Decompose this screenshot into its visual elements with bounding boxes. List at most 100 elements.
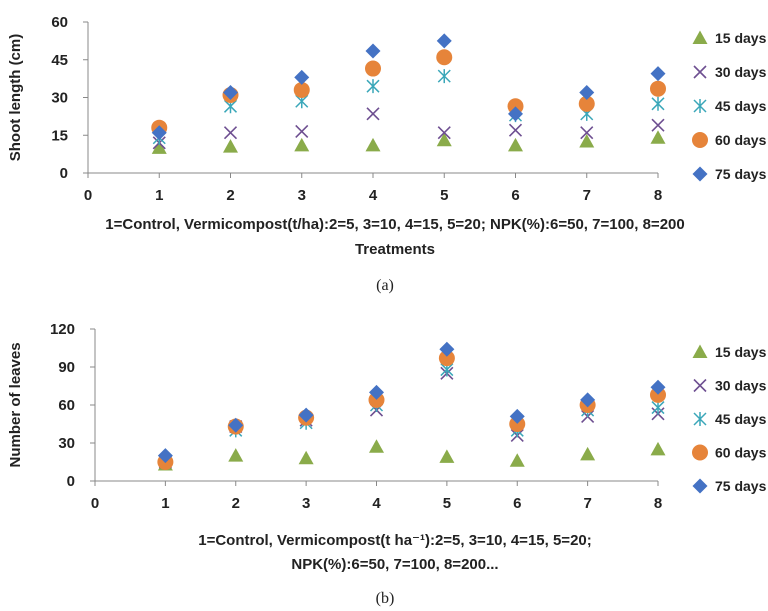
chart-b-number-of-leaves: 0 30 60 90 120 0 1 2 3 4 5 6 7 8 Number of leaves 1=Con… <box>7 321 767 607</box>
data-point-15-days <box>650 130 666 144</box>
data-point-15-days <box>294 137 310 152</box>
legend-marker-60-days <box>692 132 708 148</box>
data-point-75-days <box>650 66 666 82</box>
legend-label: 45 days <box>715 98 767 114</box>
legend-marker-15-days <box>692 30 708 44</box>
x-tick-label: 3 <box>298 187 306 204</box>
y-tick-label: 0 <box>60 165 68 182</box>
figure-caption: (a) <box>376 277 394 294</box>
data-point-15-days <box>439 449 455 463</box>
x-axis-label: 1=Control, Vermicompost(t ha⁻¹):2=5, 3=1… <box>198 532 592 549</box>
data-point-60-days <box>365 60 381 77</box>
data-point-75-days <box>369 384 384 400</box>
data-point-60-days <box>368 391 385 408</box>
data-point-60-days <box>578 95 595 112</box>
x-tick-label: 6 <box>511 187 519 204</box>
data-point-75-days <box>580 392 596 408</box>
x-tick-label: 7 <box>583 495 591 512</box>
figure-caption: (b) <box>376 590 395 607</box>
y-axis-label: Number of leaves <box>7 342 24 467</box>
legend-marker-75-days <box>692 478 708 494</box>
legend-marker-45-days <box>693 99 707 113</box>
x-tick-label: 8 <box>654 187 662 204</box>
legend-label: 60 days <box>715 445 767 461</box>
data-point-75-days <box>157 448 173 464</box>
x-tick-label: 0 <box>91 495 99 512</box>
y-axis-label: Shoot length (cm) <box>7 34 24 162</box>
data-point-75-days <box>294 69 310 85</box>
data-point-30-days <box>580 126 594 140</box>
data-point-15-days <box>436 132 452 147</box>
data-point-75-days <box>439 341 455 357</box>
data-point-30-days <box>295 124 309 139</box>
legend-label: 60 days <box>715 132 767 148</box>
data-point-45-days <box>651 96 665 111</box>
data-point-75-days <box>298 407 314 423</box>
data-point-30-days <box>651 118 665 132</box>
data-point-15-days <box>223 139 238 153</box>
data-point-75-days <box>436 33 452 49</box>
data-point-30-days <box>437 126 451 140</box>
x-tick-label: 2 <box>226 187 234 204</box>
legend-marker-15-days <box>692 344 708 358</box>
y-tick-label: 60 <box>51 14 68 31</box>
legend-label: 75 days <box>715 166 767 182</box>
x-tick-label: 3 <box>302 495 310 512</box>
y-tick-label: 120 <box>50 321 75 338</box>
y-tick-label: 15 <box>51 127 68 144</box>
legend-marker-45-days <box>693 412 707 426</box>
legend-label: 15 days <box>715 344 767 360</box>
data-point-15-days <box>508 137 523 152</box>
x-tick-label: 0 <box>84 187 92 204</box>
data-point-45-days <box>366 79 380 94</box>
x-axis-label-line-2: NPK(%):6=50, 7=100, 8=200... <box>291 556 498 573</box>
legend-label: 30 days <box>715 378 767 394</box>
data-point-15-days <box>151 140 167 154</box>
y-tick-label: 30 <box>51 90 68 107</box>
legend-marker-30-days <box>693 378 707 393</box>
y-tick-label: 30 <box>58 435 75 452</box>
data-point-30-days <box>508 123 523 137</box>
data-point-75-days <box>151 125 167 141</box>
legend-marker-60-days <box>692 444 708 461</box>
data-point-45-days <box>437 69 451 84</box>
x-tick-label: 7 <box>583 187 591 204</box>
data-point-15-days <box>298 450 314 465</box>
y-tick-label: 0 <box>67 473 75 490</box>
data-point-30-days <box>223 126 238 140</box>
y-tick-label: 45 <box>51 52 68 69</box>
legend-marker-75-days <box>692 166 708 182</box>
data-point-60-days <box>650 386 666 403</box>
legend-label: 30 days <box>715 64 767 80</box>
legend-label: 15 days <box>715 30 767 46</box>
x-tick-label: 2 <box>232 495 240 512</box>
data-point-60-days <box>436 49 453 66</box>
legend-label: 75 days <box>715 478 767 494</box>
y-tick-label: 90 <box>58 359 75 376</box>
x-tick-label: 5 <box>443 495 451 512</box>
data-point-60-days <box>438 350 455 367</box>
x-tick-label: 5 <box>440 187 448 204</box>
legend-label: 45 days <box>715 411 767 427</box>
x-tick-label: 6 <box>513 495 521 512</box>
legend-marker-30-days <box>693 65 707 79</box>
data-point-75-days <box>509 408 525 424</box>
data-point-75-days <box>228 417 244 433</box>
data-point-75-days <box>650 379 666 395</box>
data-point-60-days <box>650 80 666 97</box>
data-point-75-days <box>579 84 595 100</box>
data-point-75-days <box>223 84 238 100</box>
y-tick-label: 60 <box>58 397 75 414</box>
x-tick-label: 4 <box>369 187 378 204</box>
x-tick-label: 1 <box>161 495 169 512</box>
data-point-15-days <box>369 439 384 453</box>
data-point-60-days <box>293 81 310 98</box>
data-point-75-days <box>508 106 523 122</box>
data-point-15-days <box>365 137 381 152</box>
data-point-15-days <box>579 134 595 148</box>
x-tick-label: 8 <box>654 495 662 512</box>
data-point-60-days <box>507 98 524 115</box>
data-point-15-days <box>228 448 244 462</box>
